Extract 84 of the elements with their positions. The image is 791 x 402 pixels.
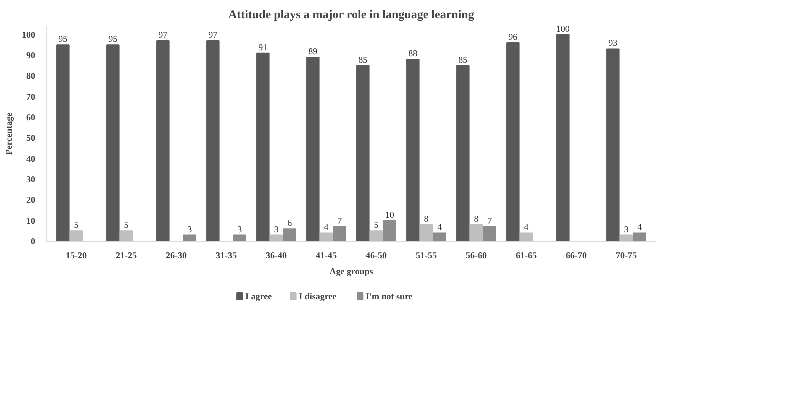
x-tick-label: 26-30 (166, 250, 188, 260)
bar (506, 42, 520, 242)
y-tick-label: 80 (26, 71, 36, 82)
data-label: 91 (258, 42, 268, 52)
bar (356, 65, 370, 242)
data-label: 5 (124, 220, 130, 230)
data-label: 4 (438, 222, 443, 232)
data-label: 7 (488, 216, 493, 226)
bar (333, 226, 346, 242)
bar (383, 220, 396, 242)
data-label: 3 (238, 224, 243, 234)
data-label: 8 (474, 214, 480, 224)
y-tick-label: 50 (26, 133, 36, 144)
data-label: 96 (508, 32, 518, 42)
x-tick-label: 46-50 (366, 250, 388, 260)
data-label: 4 (638, 222, 643, 232)
legend-label: I agree (246, 292, 272, 302)
y-tick-label: 100 (22, 30, 36, 40)
data-label: 5 (74, 220, 80, 230)
x-tick-label: 31-35 (216, 250, 238, 260)
bar (233, 234, 246, 242)
x-tick-label: 15-20 (66, 250, 88, 260)
bar (106, 44, 120, 242)
bar (206, 40, 220, 242)
data-label: 95 (58, 34, 68, 44)
data-label: 5 (374, 220, 380, 230)
bar (420, 224, 434, 242)
bar (120, 230, 134, 242)
y-tick-label: 40 (26, 154, 36, 164)
data-label: 89 (308, 46, 318, 57)
legend-label: I disagree (299, 292, 337, 302)
data-label: 3 (274, 224, 280, 234)
bar (606, 48, 620, 242)
data-label: 10 (385, 210, 395, 220)
bar (456, 65, 470, 242)
data-label: 85 (358, 54, 368, 65)
x-tick-label: 56-60 (466, 250, 488, 260)
bar (320, 232, 334, 242)
x-tick-label: 66-70 (566, 250, 588, 260)
data-label: 3 (624, 224, 630, 234)
bar (70, 230, 84, 242)
x-tick-label: 70-75 (616, 250, 638, 260)
data-label: 4 (324, 222, 330, 232)
data-label: 6 (288, 218, 293, 228)
legend-label: I'm not sure (366, 292, 413, 302)
bar (406, 59, 420, 242)
bar (483, 226, 496, 242)
chart-title: Attitude plays a major role in language learning (228, 8, 474, 22)
data-label: 97 (158, 30, 168, 40)
bar (306, 57, 320, 242)
bar (256, 52, 270, 242)
bar (56, 44, 70, 242)
x-tick-label: 61-65 (516, 250, 538, 260)
bar (156, 40, 170, 242)
bar (556, 34, 570, 242)
data-label: 3 (188, 224, 193, 234)
y-tick-label: 90 (26, 50, 36, 60)
bar (183, 234, 196, 242)
y-tick-label: 30 (26, 174, 36, 184)
x-tick-label: 41-45 (316, 250, 338, 260)
bar (283, 228, 296, 242)
bar (633, 232, 646, 242)
y-tick-label: 20 (26, 195, 36, 206)
data-label: 7 (338, 216, 343, 226)
data-label: 8 (424, 214, 430, 224)
y-tick-label: 10 (26, 216, 36, 226)
data-label: 97 (208, 30, 218, 40)
data-label: 4 (524, 222, 530, 232)
bar (370, 230, 384, 242)
bar (520, 232, 534, 242)
data-label: 88 (408, 48, 418, 59)
data-label: 85 (458, 54, 468, 65)
data-label: 95 (108, 34, 118, 44)
data-label: 93 (608, 38, 618, 48)
y-tick-label: 70 (26, 92, 36, 102)
bar (470, 224, 484, 242)
x-tick-label: 36-40 (266, 250, 288, 260)
x-tick-label: 21-25 (116, 250, 138, 260)
y-tick-label: 0 (31, 236, 36, 246)
y-tick-label: 60 (26, 112, 36, 122)
y-axis-title: Percentage (4, 112, 14, 156)
bar (433, 232, 446, 242)
x-tick-label: 51-55 (416, 250, 438, 260)
x-axis-title: Age groups (330, 266, 374, 276)
